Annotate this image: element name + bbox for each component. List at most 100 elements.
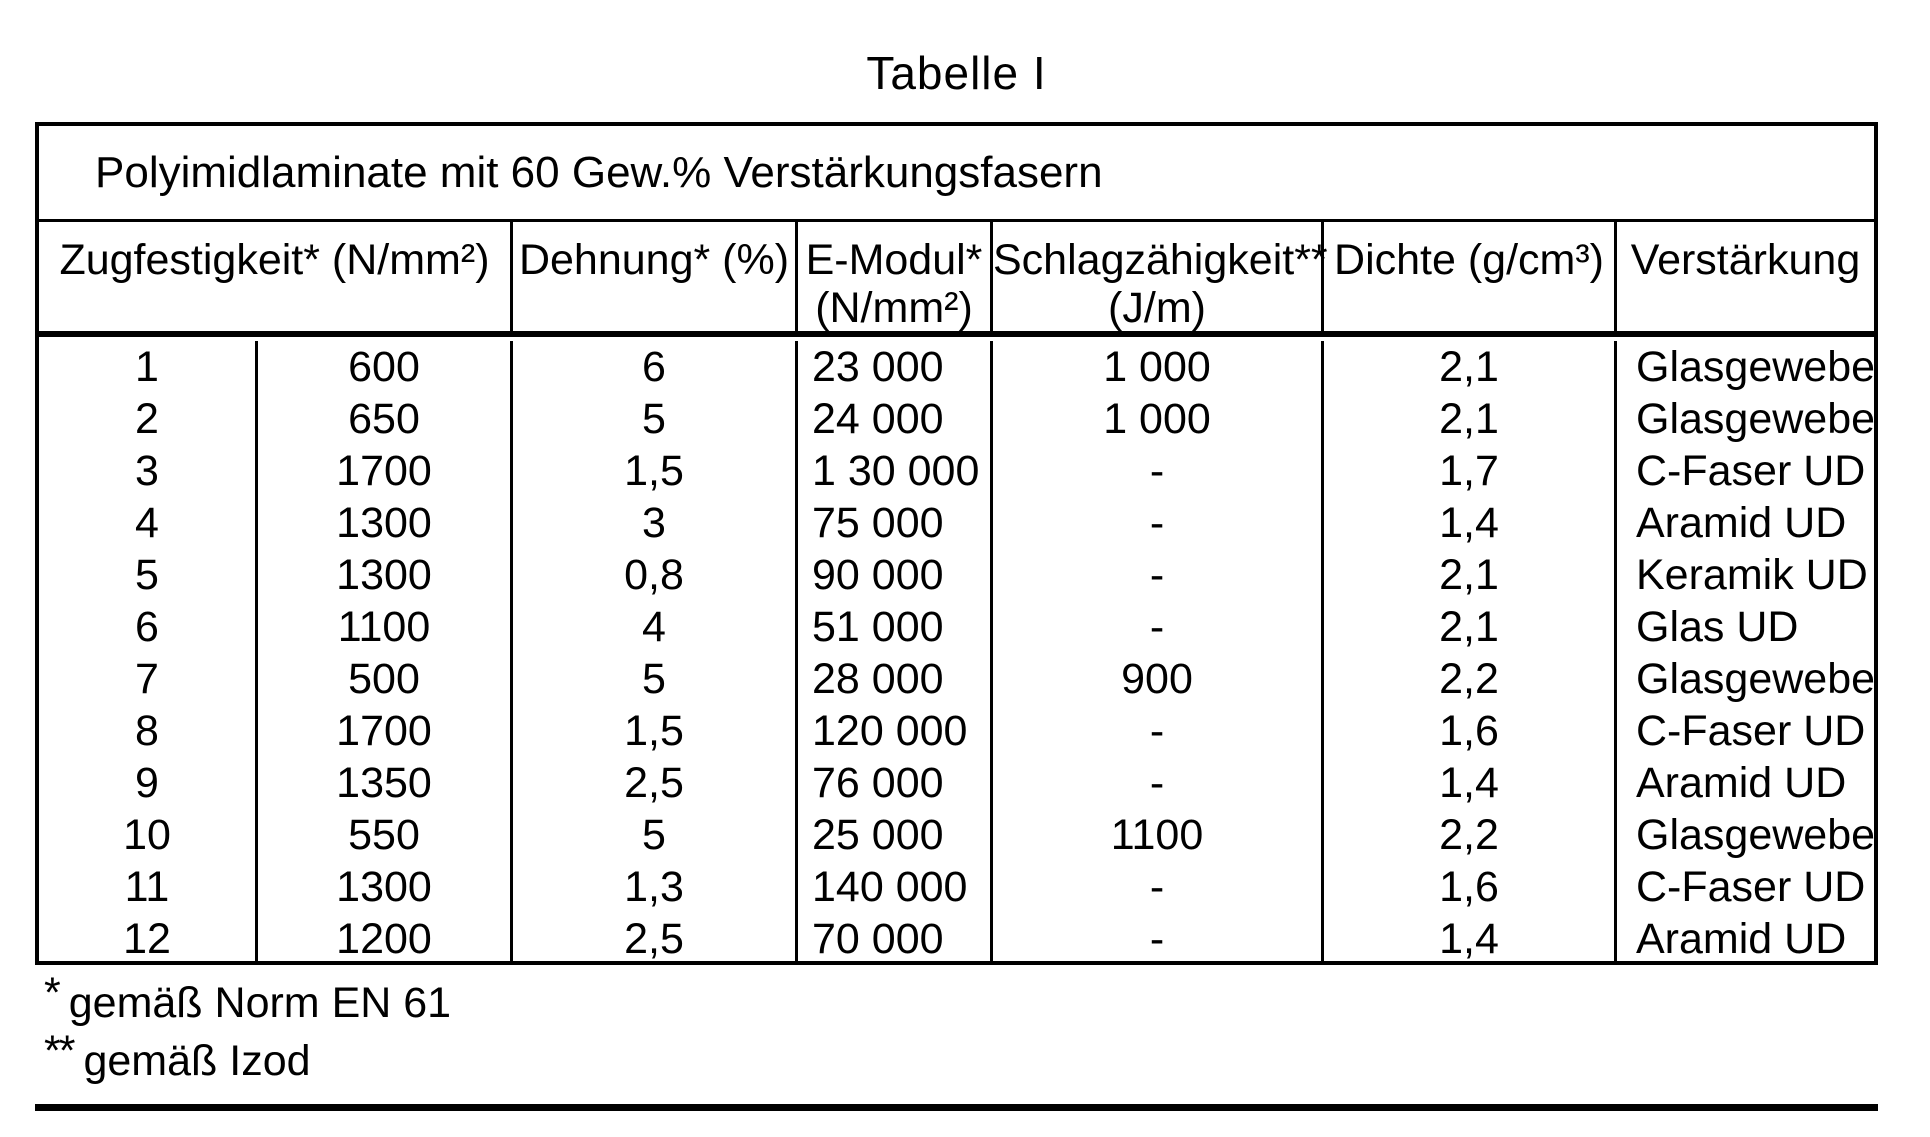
table-cell: 23 000 xyxy=(798,341,993,393)
header-line: Dichte (g/cm³) xyxy=(1334,236,1604,284)
table-cell: 0,8 xyxy=(513,549,798,601)
header-zugfestigkeit: Zugfestigkeit* (N/mm²) xyxy=(39,222,513,332)
footnotes: * gemäß Norm EN 61 ** gemäß Izod xyxy=(44,969,452,1090)
table-cell: 90 000 xyxy=(798,549,993,601)
table-cell: 1 000 xyxy=(993,341,1324,393)
table-cell: - xyxy=(993,757,1324,809)
table-cell: 650 xyxy=(258,393,513,445)
table-cell: 28 000 xyxy=(798,653,993,705)
table-cell: 1,7 xyxy=(1324,445,1617,497)
table-cell: 1700 xyxy=(258,705,513,757)
table-cell: 500 xyxy=(258,653,513,705)
header-dichte: Dichte (g/cm³) xyxy=(1324,222,1617,332)
table-cell: 1300 xyxy=(258,497,513,549)
table-cell: 4 xyxy=(513,601,798,653)
table-body: 1 600 6 23 000 1 000 2,1 Glasgewebe 2 650 5 24 000… xyxy=(39,337,1876,965)
table-cell: - xyxy=(993,705,1324,757)
table-cell: Glas UD xyxy=(1636,602,1799,651)
table-cell: 1,3 xyxy=(513,861,798,913)
table-cell: 600 xyxy=(258,341,513,393)
table-cell: Glasgewebe xyxy=(1636,394,1876,443)
table-cell: 120 000 xyxy=(798,705,993,757)
header-verstaerkung: Verstärkung xyxy=(1617,222,1874,332)
header-line: Dehnung* (%) xyxy=(518,236,790,284)
table-cell: 1,4 xyxy=(1324,757,1617,809)
table-cell: 75 000 xyxy=(798,497,993,549)
footnote-izod: ** gemäß Izod xyxy=(44,1027,451,1090)
table-cell: Keramik UD xyxy=(1636,550,1868,599)
table-cell: 3 xyxy=(513,497,798,549)
table-cell: Glasgewebe xyxy=(1636,810,1876,859)
table-cell: 6 xyxy=(513,341,798,393)
table-cell: 1,6 xyxy=(1324,705,1617,757)
table-cell: 76 000 xyxy=(798,757,993,809)
row-number-cell: 10 xyxy=(39,809,258,861)
table-caption: Polyimidlaminate mit 60 Gew.% Verstärkun… xyxy=(39,126,1874,222)
row-number-cell: 3 xyxy=(39,445,258,497)
table-header-row: Zugfestigkeit* (N/mm²) Dehnung* (%) E-Mo… xyxy=(39,222,1874,337)
header-schlagzaehigkeit: Schlagzähigkeit** (J/m) xyxy=(993,222,1328,332)
table-cell: C-Faser UD xyxy=(1636,706,1866,755)
row-number-cell: 12 xyxy=(39,913,258,965)
table-cell: - xyxy=(993,913,1324,965)
table-cell: Aramid UD xyxy=(1636,914,1847,963)
table-cell: - xyxy=(993,445,1324,497)
footnote-norm: * gemäß Norm EN 61 xyxy=(44,969,452,1032)
table-cell: Glasgewebe xyxy=(1636,654,1876,703)
table-cell: 1350 xyxy=(258,757,513,809)
table-cell: - xyxy=(993,861,1324,913)
table-cell: 2,5 xyxy=(513,757,798,809)
table-cell: 1100 xyxy=(993,809,1324,861)
table-cell: 2,1 xyxy=(1324,341,1617,393)
table-cell: 70 000 xyxy=(798,913,993,965)
table-cell: 51 000 xyxy=(798,601,993,653)
table-cell: 1,4 xyxy=(1324,913,1617,965)
table-cell: 25 000 xyxy=(798,809,993,861)
table-cell: Glasgewebe xyxy=(1636,342,1876,391)
table-cell: 1200 xyxy=(258,913,513,965)
bottom-rule xyxy=(35,1104,1878,1111)
header-line: (N/mm²) xyxy=(815,284,973,332)
table-cell: Aramid UD xyxy=(1636,758,1847,807)
table-cell: 2,1 xyxy=(1324,601,1617,653)
header-line: (J/m) xyxy=(1108,284,1206,332)
row-number-cell: 2 xyxy=(39,393,258,445)
header-dehnung: Dehnung* (%) xyxy=(513,222,798,332)
header-emodul: E-Modul* (N/mm²) xyxy=(798,222,993,332)
table-cell: 1 30 000 xyxy=(798,445,993,497)
table-cell: 1300 xyxy=(258,549,513,601)
table-cell: 1700 xyxy=(258,445,513,497)
table-cell: - xyxy=(993,549,1324,601)
row-number-cell: 6 xyxy=(39,601,258,653)
table-cell: 1,5 xyxy=(513,705,798,757)
header-line: Schlagzähigkeit** xyxy=(993,236,1328,284)
table-cell: 5 xyxy=(513,393,798,445)
row-number-cell: 8 xyxy=(39,705,258,757)
row-number-cell: 1 xyxy=(39,341,258,393)
table-cell: 1100 xyxy=(258,601,513,653)
table-cell: - xyxy=(993,497,1324,549)
table-cell: Aramid UD xyxy=(1636,498,1847,547)
table-cell: C-Faser UD xyxy=(1636,862,1866,911)
row-number-cell: 9 xyxy=(39,757,258,809)
header-line: Verstärkung xyxy=(1630,236,1861,284)
row-number-cell: 5 xyxy=(39,549,258,601)
table-cell: 2,1 xyxy=(1324,393,1617,445)
row-number-cell: 7 xyxy=(39,653,258,705)
row-number-cell: 4 xyxy=(39,497,258,549)
table-cell: 2,2 xyxy=(1324,653,1617,705)
header-line: Zugfestigkeit* (N/mm²) xyxy=(59,236,490,284)
page-title: Tabelle I xyxy=(866,47,1047,99)
table-cell: 24 000 xyxy=(798,393,993,445)
table-cell: 2,2 xyxy=(1324,809,1617,861)
table-cell: - xyxy=(993,601,1324,653)
table-cell: C-Faser UD xyxy=(1636,446,1866,495)
table-cell: 900 xyxy=(993,653,1324,705)
row-number-cell: 11 xyxy=(39,861,258,913)
footnote-marker: * xyxy=(44,969,61,1017)
footnote-text: gemäß Norm EN 61 xyxy=(68,979,452,1027)
data-table: Polyimidlaminate mit 60 Gew.% Verstärkun… xyxy=(35,122,1878,965)
table-cell: 1300 xyxy=(258,861,513,913)
table-cell: 1,4 xyxy=(1324,497,1617,549)
